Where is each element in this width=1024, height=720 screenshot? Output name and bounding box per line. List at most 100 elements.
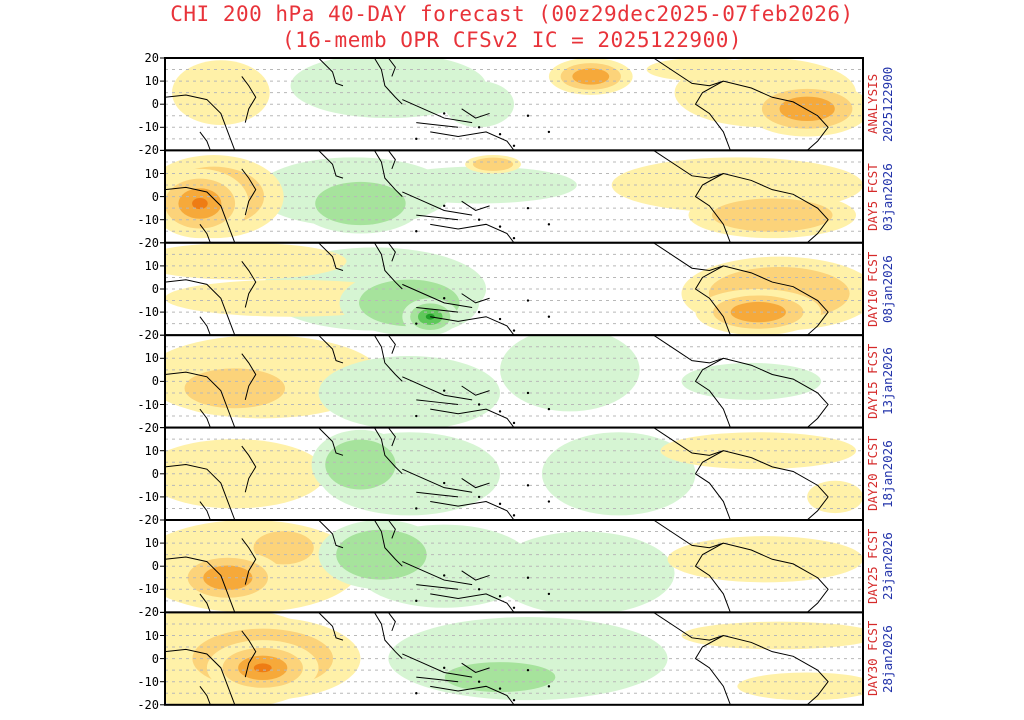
island [547,130,551,134]
negative-anomaly-shading [325,439,396,490]
lat-tick-label: 0 [151,189,159,204]
island [498,687,502,690]
coastline [241,168,257,216]
coastline [694,265,731,336]
positive-anomaly-shading [737,672,863,701]
coastline [402,653,473,678]
lat-tick-label: -20 [137,143,159,158]
coastline [430,131,515,151]
lat-tick-label: 10 [144,443,159,458]
island [526,114,530,117]
coastline [430,223,515,243]
island [477,218,481,221]
island [526,576,530,579]
lat-tick-label: 0 [151,651,159,666]
positive-anomaly-shading [730,301,786,323]
lat-tick-label: 0 [151,466,159,481]
coastline [694,80,731,151]
panel-label: DAY5 FCST [865,162,880,231]
coastline [165,94,236,151]
island [526,206,530,210]
coastline [461,108,490,119]
island [477,495,481,499]
positive-anomaly-shading [572,68,610,85]
island [512,236,516,240]
coastline [461,662,490,674]
panel-date: 08jan2026 [880,255,895,323]
coastline [653,150,829,243]
coastline [653,335,829,428]
island [443,666,446,670]
panel-label: DAY30 FCST [865,620,880,697]
panel-date: 28jan2026 [880,624,895,693]
lat-tick-label: 10 [144,74,159,89]
coastline [402,283,473,308]
island [512,421,516,425]
coastline [241,445,257,493]
island [415,322,418,325]
coastline [165,279,236,336]
island [415,692,418,695]
lat-tick-label: -10 [137,120,159,135]
panel-label: DAY10 FCST [865,251,880,327]
island [477,588,481,591]
coastline [165,648,236,705]
coastline [165,371,236,428]
lat-tick-label: -20 [137,605,159,620]
coastline [199,224,211,243]
positive-anomaly-shading [779,96,835,122]
positive-anomaly-shading [681,621,863,650]
coastline [387,520,396,539]
island [512,698,516,702]
panel-label: DAY20 FCST [865,436,880,512]
lat-tick-label: -10 [137,397,159,412]
island [443,112,446,115]
negative-anomaly-shading [381,166,577,204]
coastline [402,376,473,401]
map-subtitle: (16-memb OPR CFSv2 IC = 2025122900) [281,28,742,52]
coastline [694,542,731,613]
coastline [387,612,396,632]
lat-tick-label: -20 [137,328,159,343]
coastline [416,306,459,313]
coastline [199,408,211,428]
map-panel [160,57,864,152]
lat-tick-label: 0 [151,559,159,574]
island [443,204,446,208]
coastline [387,58,396,77]
panel-label: DAY15 FCST [865,343,880,419]
island [477,310,481,314]
coastline [199,593,211,613]
coastline [430,501,515,521]
island [526,299,530,302]
positive-anomaly-shading [184,368,286,409]
positive-anomaly-shading [646,58,759,82]
lat-tick-label: -20 [137,513,159,527]
coastline [461,478,490,489]
coastline [387,335,396,354]
positive-anomaly-shading [165,439,326,509]
coastline [318,612,344,641]
coastline [430,593,515,613]
panel-label: DAY25 FCST [865,528,880,604]
island [415,230,418,233]
island [477,680,481,683]
coastline [402,191,473,216]
lat-tick-label: -10 [137,674,159,689]
lat-tick-label: -10 [137,489,159,504]
positive-anomaly-shading [165,242,347,280]
coastline [373,427,403,475]
coastline [165,186,236,243]
island [477,403,481,406]
panel-date: 18jan2026 [880,440,895,508]
coastline [373,612,403,659]
map-panel [160,149,864,244]
map-panel [160,241,864,337]
island [443,574,446,577]
positive-anomaly-shading [711,198,833,232]
coastline [373,58,403,105]
positive-anomaly-shading [171,60,270,125]
coastline [318,58,344,87]
negative-anomaly-shading [336,529,427,580]
